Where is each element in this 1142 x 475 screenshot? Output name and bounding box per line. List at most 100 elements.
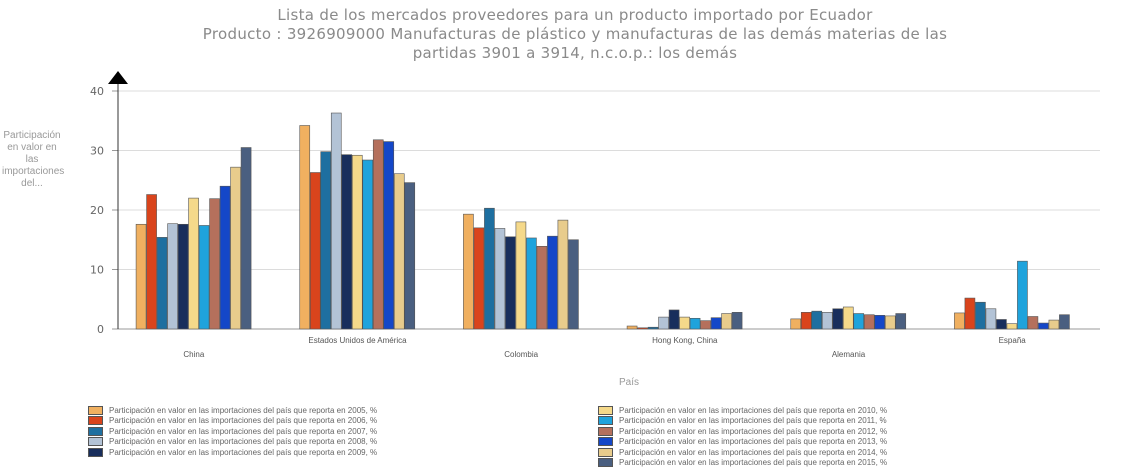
bar <box>135 223 147 330</box>
bar <box>167 223 178 330</box>
bar <box>647 326 659 330</box>
y-tick-label: 0 <box>97 323 104 336</box>
legend-item: Participación en valor en las importacio… <box>598 458 887 469</box>
x-tick-label: Estados Unidos de América <box>308 336 407 345</box>
bar <box>637 327 648 330</box>
y-tick-label: 30 <box>90 145 104 158</box>
bar <box>964 297 976 330</box>
legend-swatch <box>88 426 103 436</box>
bar <box>842 306 854 330</box>
bar <box>219 185 231 330</box>
bar <box>721 313 732 330</box>
legend-label: Participación en valor en las importacio… <box>619 416 887 426</box>
legend-item: Participación en valor en las importacio… <box>88 437 377 448</box>
legend-item: Participación en valor en las importacio… <box>598 405 887 416</box>
bar <box>177 223 189 330</box>
bar <box>526 237 537 330</box>
legend-label: Participación en valor en las importacio… <box>619 426 888 436</box>
legend-label: Participación en valor en las importacio… <box>619 405 888 415</box>
bar <box>689 317 701 330</box>
bar <box>404 182 416 330</box>
legend-item: Participación en valor en las importacio… <box>598 426 887 437</box>
legend-swatch <box>598 437 613 447</box>
bar <box>658 316 669 330</box>
bar-chart-plot: 0 10 20 30 40 China Estados Unidos de América C… <box>90 71 1100 388</box>
bar <box>351 154 363 330</box>
bar <box>863 314 875 330</box>
bar <box>146 194 157 330</box>
bar <box>188 197 199 330</box>
legend-label: Participación en valor en las importacio… <box>109 437 378 447</box>
x-tick-label: Hong Kong, China <box>652 336 718 345</box>
bar <box>362 159 374 330</box>
legend-swatch <box>598 447 613 457</box>
bar <box>832 308 844 330</box>
bar <box>884 315 896 330</box>
bar <box>731 312 743 330</box>
legend-item: Participación en valor en las importacio… <box>88 447 377 458</box>
legend-swatch <box>598 458 613 468</box>
legend-swatch <box>88 437 103 447</box>
bar <box>341 154 353 330</box>
bar <box>515 221 527 330</box>
bar <box>954 312 965 330</box>
bar <box>320 151 332 330</box>
bar <box>1027 316 1039 330</box>
bar <box>700 320 711 330</box>
bar <box>975 301 986 330</box>
y-tick-label: 20 <box>90 204 104 217</box>
legend-swatch <box>88 416 103 426</box>
bar <box>874 315 886 330</box>
bar <box>494 228 506 330</box>
bar <box>811 310 823 330</box>
chart-title-block: Lista de los mercados proveedores para u… <box>60 6 1090 63</box>
bar <box>710 317 722 330</box>
legend-label: Participación en valor en las importacio… <box>619 437 888 447</box>
bar <box>505 236 516 330</box>
legend-column: Participación en valor en las importacio… <box>598 405 887 468</box>
y-axis-label: Participación en valor en las importacio… <box>2 130 65 189</box>
legend-label: Participación en valor en las importacio… <box>109 416 378 426</box>
bar <box>209 198 220 330</box>
bar <box>372 139 384 330</box>
x-tick-label: Colombia <box>504 350 538 359</box>
bar <box>156 237 168 330</box>
bar <box>547 235 558 330</box>
x-tick-label: China <box>183 350 204 359</box>
legend-swatch <box>598 416 613 426</box>
bar <box>557 219 569 330</box>
bar <box>309 172 321 330</box>
chart-subtitle-line-1: Producto : 3926909000 Manufacturas de pl… <box>202 25 948 43</box>
bar <box>240 147 252 330</box>
bar <box>330 112 342 330</box>
x-tick-label: Alemania <box>832 350 866 359</box>
legend-swatch <box>598 405 613 415</box>
chart-title: Lista de los mercados proveedores para u… <box>277 6 873 24</box>
legend-item: Participación en valor en las importacio… <box>598 416 887 427</box>
legend-label: Participación en valor en las importacio… <box>109 426 378 436</box>
chart-subtitle-line-2: partidas 3901 a 3914, n.c.o.p.: los demá… <box>412 44 738 62</box>
bar <box>1038 322 1049 330</box>
bar <box>853 313 865 330</box>
bar <box>230 166 241 330</box>
legend-item: Participación en valor en las importacio… <box>88 416 377 427</box>
legend-swatch <box>88 447 103 457</box>
bar <box>1006 323 1018 330</box>
bar <box>985 308 997 330</box>
bar <box>821 312 833 330</box>
legend-label: Participación en valor en las importacio… <box>619 447 888 457</box>
bar <box>790 318 802 330</box>
y-tick-label: 40 <box>90 85 104 98</box>
bar <box>568 239 579 330</box>
legend-label: Participación en valor en las importacio… <box>109 447 378 457</box>
bar <box>626 325 638 330</box>
bar <box>668 309 680 330</box>
legend-item: Participación en valor en las importacio… <box>88 405 377 416</box>
legend-label: Participación en valor en las importacio… <box>109 405 378 415</box>
x-tick-label: España <box>999 336 1027 345</box>
bar <box>463 213 474 330</box>
bar <box>895 313 907 330</box>
legend-item: Participación en valor en las importacio… <box>598 447 887 458</box>
bar <box>800 312 812 330</box>
legend-swatch <box>88 405 103 415</box>
